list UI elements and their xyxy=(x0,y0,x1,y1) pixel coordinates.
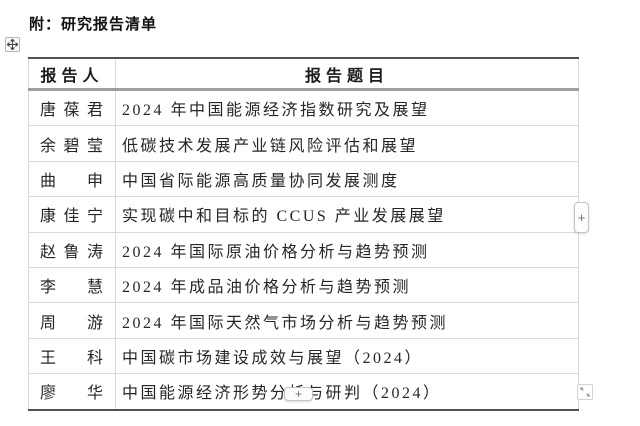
plus-icon: + xyxy=(294,387,302,401)
header-report-title[interactable]: 报告题目 xyxy=(115,57,579,91)
reporter-name: 康佳宁 xyxy=(40,208,103,226)
report-title-cell[interactable]: 中国碳市场建设成效与展望（2024） xyxy=(115,337,579,375)
table-row: 曲 申 中国省际能源高质量协同发展测度 xyxy=(28,160,579,198)
report-title-cell[interactable]: 2024 年国际原油价格分析与趋势预测 xyxy=(115,231,579,268)
report-title-cell[interactable]: 实现碳中和目标的 CCUS 产业发展展望 xyxy=(115,196,579,233)
report-title: 中国碳市场建设成效与展望（2024） xyxy=(122,349,424,367)
report-title-cell[interactable]: 2024 年成品油价格分析与趋势预测 xyxy=(115,266,579,304)
report-title: 2024 年中国能源经济指数研究及展望 xyxy=(122,102,430,120)
report-title: 2024 年国际天然气市场分析与趋势预测 xyxy=(122,314,449,332)
report-title: 中国省际能源高质量协同发展测度 xyxy=(122,172,400,190)
plus-icon: + xyxy=(577,210,586,225)
report-title: 中国能源经济形势分析与研判（2024） xyxy=(122,385,442,403)
reporter-cell[interactable]: 王 科 xyxy=(28,337,116,375)
table-row: 康佳宁 实现碳中和目标的 CCUS 产业发展展望 xyxy=(28,196,579,233)
reporter-name: 唐葆君 xyxy=(40,102,103,120)
add-column-button[interactable]: + xyxy=(574,202,589,233)
reporter-cell[interactable]: 李 慧 xyxy=(28,266,116,304)
table-move-handle[interactable] xyxy=(5,37,20,52)
reporter-name: 廖 华 xyxy=(40,385,103,403)
reporter-name: 曲 申 xyxy=(40,172,103,190)
table-row: 余碧莹 低碳技术发展产业链风险评估和展望 xyxy=(28,125,579,162)
table-resize-handle[interactable] xyxy=(577,384,593,400)
reporter-cell[interactable]: 廖 华 xyxy=(28,373,116,411)
table-row: 王 科 中国碳市场建设成效与展望（2024） xyxy=(28,337,579,375)
diagonal-resize-icon xyxy=(579,386,591,398)
table-row: 李 慧 2024 年成品油价格分析与趋势预测 xyxy=(28,266,579,304)
reporter-cell[interactable]: 余碧莹 xyxy=(28,125,116,162)
reporter-cell[interactable]: 唐葆君 xyxy=(28,88,116,127)
reporter-name: 周 游 xyxy=(40,314,103,332)
reporter-cell[interactable]: 曲 申 xyxy=(28,160,116,198)
report-table: 报告人 报告题目 唐葆君 2024 年中国能源经济指数研究及展望 余碧莹 低碳技… xyxy=(28,57,579,411)
report-title-cell[interactable]: 2024 年国际天然气市场分析与趋势预测 xyxy=(115,302,579,339)
report-title: 低碳技术发展产业链风险评估和展望 xyxy=(122,137,419,155)
reporter-name: 李 慧 xyxy=(40,279,103,297)
table-header-row: 报告人 报告题目 xyxy=(28,57,579,91)
table-row: 唐葆君 2024 年中国能源经济指数研究及展望 xyxy=(28,88,579,127)
report-title-cell[interactable]: 低碳技术发展产业链风险评估和展望 xyxy=(115,125,579,162)
move-arrows-icon xyxy=(7,39,18,50)
report-title: 2024 年国际原油价格分析与趋势预测 xyxy=(122,243,430,261)
report-title: 2024 年成品油价格分析与趋势预测 xyxy=(122,279,412,297)
reporter-name: 王 科 xyxy=(40,349,103,367)
reporter-cell[interactable]: 赵鲁涛 xyxy=(28,231,116,268)
report-title-cell[interactable]: 中国省际能源高质量协同发展测度 xyxy=(115,160,579,198)
header-reporter[interactable]: 报告人 xyxy=(28,57,116,91)
reporter-cell[interactable]: 周 游 xyxy=(28,302,116,339)
reporter-name: 余碧莹 xyxy=(40,137,103,155)
add-row-button[interactable]: + xyxy=(284,387,313,401)
table-row: 廖 华 中国能源经济形势分析与研判（2024） xyxy=(28,373,579,411)
reporter-name: 赵鲁涛 xyxy=(40,243,103,261)
page-title[interactable]: 附：研究报告清单 xyxy=(29,17,158,33)
report-title-cell[interactable]: 中国能源经济形势分析与研判（2024） xyxy=(115,373,579,411)
reporter-cell[interactable]: 康佳宁 xyxy=(28,196,116,233)
table-row: 赵鲁涛 2024 年国际原油价格分析与趋势预测 xyxy=(28,231,579,268)
report-title-cell[interactable]: 2024 年中国能源经济指数研究及展望 xyxy=(115,88,579,127)
report-title: 实现碳中和目标的 CCUS 产业发展展望 xyxy=(122,208,446,226)
table-row: 周 游 2024 年国际天然气市场分析与趋势预测 xyxy=(28,302,579,339)
